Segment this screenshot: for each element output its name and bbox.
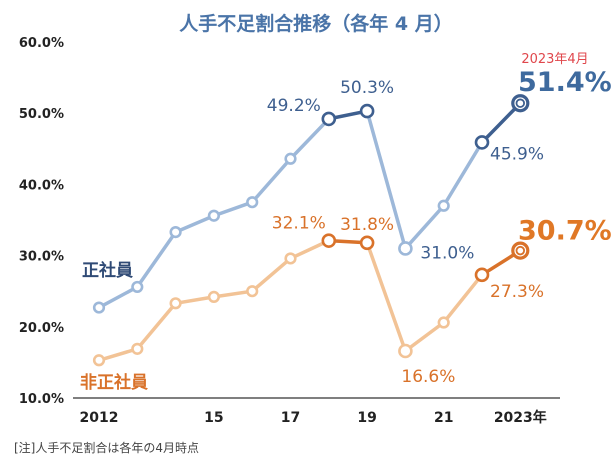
series-regular-segment <box>173 213 216 234</box>
series-regular-point <box>359 103 375 119</box>
series-nonregular-point <box>398 343 413 359</box>
series-regular-point <box>246 196 259 209</box>
x-tick-label: 2023年 <box>494 409 547 426</box>
series-nonregular-point <box>474 267 490 283</box>
series-nonregular-point <box>207 290 220 303</box>
chart-title: 人手不足割合推移（各年 4 月） <box>179 12 452 35</box>
data-label-regular: 45.9% <box>490 144 544 164</box>
data-label-nonregular: 27.3% <box>490 282 544 302</box>
series-nonregular-segment <box>135 301 178 351</box>
x-tick-label: 2012 <box>80 410 119 426</box>
series-nonregular-point <box>321 233 337 248</box>
data-label-nonregular: 32.1% <box>272 214 326 234</box>
series-nonregular-segment <box>97 347 140 363</box>
series-regular-segment <box>403 204 446 251</box>
series-regular-point <box>437 199 450 212</box>
x-tick-label: 21 <box>434 410 453 426</box>
series-regular-segment <box>212 200 254 218</box>
series-nonregular-point <box>169 297 182 310</box>
series-regular-segment <box>288 117 331 161</box>
data-label-nonregular: 30.7% <box>518 216 612 247</box>
series-nonregular-point <box>131 342 144 355</box>
series-layer <box>92 94 530 367</box>
latest-date-label: 2023年4月 <box>521 52 588 67</box>
series-regular-point-inner <box>515 98 525 108</box>
data-label-regular: 31.0% <box>420 243 474 263</box>
y-tick-label: 20.0% <box>19 321 64 336</box>
data-label-regular: 50.3% <box>340 78 394 98</box>
series-regular-point <box>207 209 220 222</box>
series-regular-segment <box>365 109 408 251</box>
data-labels-layer: 49.2% 50.3% 31.0% 45.9% 51.4% 32.1% 31.8% 16.6%… <box>267 67 612 387</box>
series-regular-point <box>284 152 297 165</box>
chart-note: [注]人手不足割合は各年の4月時点 <box>14 440 199 455</box>
y-tick-label: 50.0% <box>19 107 64 122</box>
y-axis-ticks: 10.0% 20.0% 30.0% 40.0% 50.0% 60.0% <box>19 36 64 407</box>
series-regular-segment <box>135 230 178 289</box>
y-tick-label: 60.0% <box>19 36 64 51</box>
series-nonregular-point <box>359 235 375 251</box>
x-axis-ticks: 2012 15 17 19 21 2023年 <box>80 409 547 426</box>
x-tick-label: 15 <box>204 410 223 426</box>
series-name-regular: 正社員 <box>82 260 133 281</box>
series-nonregular-segment <box>441 273 484 325</box>
data-label-nonregular: 31.8% <box>340 215 394 235</box>
series-nonregular-point <box>437 316 450 329</box>
x-tick-label: 17 <box>281 410 300 426</box>
series-regular-point <box>474 135 490 150</box>
y-tick-label: 10.0% <box>19 392 64 407</box>
series-nonregular-point-inner <box>515 245 525 256</box>
series-nonregular-point <box>511 241 530 260</box>
series-nonregular-segment <box>403 320 446 353</box>
series-regular-point <box>511 94 530 113</box>
data-label-regular: 51.4% <box>518 67 612 98</box>
series-regular-segment <box>480 101 523 145</box>
series-name-nonregular: 非正社員 <box>80 372 148 393</box>
series-nonregular-point <box>92 354 106 367</box>
series-regular-segment <box>441 140 484 208</box>
series-regular-point <box>321 111 337 127</box>
series-regular-point <box>169 226 182 239</box>
data-label-regular: 49.2% <box>267 96 321 116</box>
series-regular-segment <box>97 285 140 310</box>
y-tick-label: 30.0% <box>19 250 64 265</box>
series-regular-segment <box>250 157 293 204</box>
series-regular-point <box>398 241 413 256</box>
series-nonregular-segment <box>173 295 216 306</box>
series-nonregular-segment <box>250 256 293 293</box>
series-nonregular-point <box>284 252 297 265</box>
series-nonregular-point <box>246 285 259 298</box>
series-regular-point <box>92 301 106 314</box>
series-nonregular-segment <box>365 241 408 353</box>
series-nonregular-segment <box>212 289 254 299</box>
series-regular-point <box>131 280 144 294</box>
x-tick-label: 19 <box>357 410 376 426</box>
data-label-nonregular: 16.6% <box>401 367 455 387</box>
y-tick-label: 40.0% <box>19 178 64 193</box>
